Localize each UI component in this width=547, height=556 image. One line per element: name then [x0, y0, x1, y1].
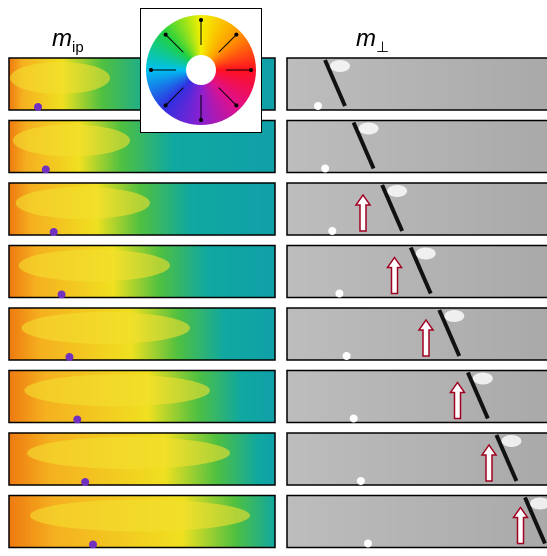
- bright: [501, 435, 521, 447]
- wheel-arrow-head: [234, 33, 238, 37]
- yellow-lobe: [27, 437, 230, 469]
- bright: [387, 185, 407, 197]
- wheel-arrow-head: [149, 68, 153, 72]
- left-label: mip: [52, 25, 84, 56]
- spot: [364, 540, 372, 548]
- panels: mip m⊥: [0, 0, 547, 556]
- label-base: m: [356, 25, 376, 52]
- wheel-arrows: [141, 9, 263, 134]
- yellow-lobe: [24, 375, 210, 407]
- label-sub: ⊥: [376, 39, 389, 56]
- core: [65, 353, 73, 361]
- yellow-lobe: [30, 500, 250, 532]
- figure: mip m⊥: [0, 0, 547, 556]
- spot: [343, 352, 351, 360]
- yellow-lobe: [13, 125, 130, 157]
- spot: [357, 477, 365, 485]
- core: [50, 228, 58, 236]
- spot: [321, 165, 329, 173]
- wheel-arrow-head: [199, 118, 203, 122]
- bright: [330, 60, 350, 72]
- mperp-panel: [287, 183, 547, 235]
- wheel-arrow: [219, 35, 237, 53]
- core: [42, 166, 50, 174]
- bright: [473, 373, 493, 385]
- bright: [444, 310, 464, 322]
- wheel-arrow-head: [249, 68, 253, 72]
- wheel-arrow-head: [164, 33, 168, 37]
- wheel-arrow-head: [234, 103, 238, 107]
- bright: [359, 123, 379, 135]
- bright: [416, 248, 436, 260]
- wheel-arrow: [166, 35, 184, 53]
- core: [58, 291, 66, 299]
- wheel-arrow: [166, 88, 184, 106]
- wheel-arrow-head: [199, 18, 203, 22]
- right-label: m⊥: [356, 25, 389, 56]
- mperp-panel: [287, 371, 547, 423]
- spot: [350, 415, 358, 423]
- yellow-lobe: [21, 312, 190, 344]
- label-sub: ip: [72, 39, 84, 56]
- color-wheel: [140, 8, 262, 133]
- mperp-panel: [287, 496, 547, 548]
- wheel-arrow: [219, 88, 237, 106]
- yellow-lobe: [16, 187, 150, 219]
- yellow-lobe: [19, 250, 170, 282]
- core: [73, 416, 81, 424]
- spot: [335, 290, 343, 298]
- label-base: m: [52, 25, 72, 52]
- wheel-arrow-head: [164, 103, 168, 107]
- core: [81, 478, 89, 486]
- core: [89, 541, 97, 549]
- core: [34, 103, 42, 111]
- spot: [314, 102, 322, 110]
- yellow-lobe: [10, 62, 110, 94]
- mperp-panel: [287, 308, 547, 360]
- spot: [328, 227, 336, 235]
